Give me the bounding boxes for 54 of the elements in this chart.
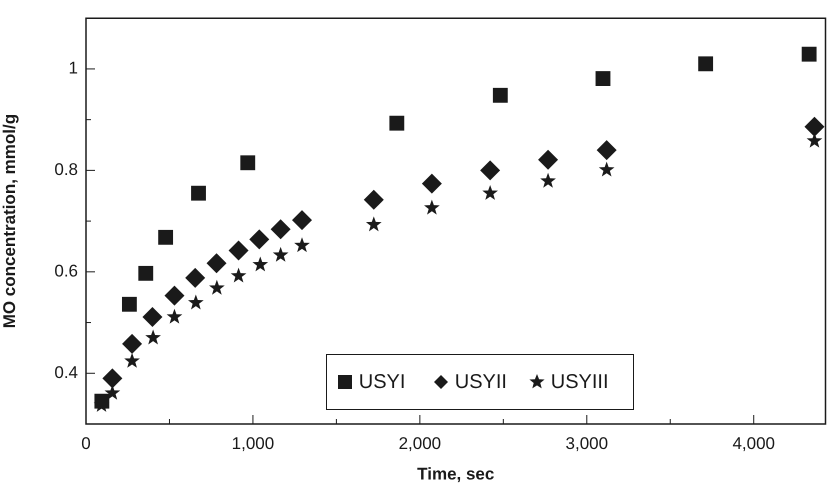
- point: [122, 296, 137, 312]
- point: [249, 229, 270, 250]
- point: [596, 140, 617, 160]
- point: [209, 280, 225, 295]
- point: [122, 334, 142, 354]
- y-tick-label: 0.4: [54, 362, 78, 382]
- y-axis-title: MO concentration, mmol/g: [0, 114, 19, 328]
- point: [598, 162, 614, 177]
- point: [538, 150, 558, 170]
- legend-label: USYI: [358, 370, 406, 394]
- legend-label: USYII: [454, 370, 507, 394]
- point: [480, 160, 500, 180]
- point: [240, 155, 256, 170]
- point: [366, 216, 382, 232]
- point: [272, 246, 288, 262]
- point: [698, 56, 714, 72]
- point: [802, 46, 817, 62]
- x-axis-title: Time, sec: [417, 464, 494, 484]
- point: [185, 268, 206, 288]
- y-tick-label: 1: [68, 58, 78, 78]
- y-tick-label: 0.6: [54, 262, 78, 281]
- point: [596, 71, 610, 86]
- x-tick-label: 1,000: [232, 434, 274, 453]
- point: [492, 88, 508, 103]
- point: [228, 240, 249, 261]
- point: [142, 306, 162, 327]
- x-tick-label: 2,000: [398, 434, 442, 453]
- point: [252, 256, 268, 272]
- point: [191, 186, 206, 201]
- point: [292, 210, 312, 230]
- point: [166, 308, 182, 324]
- x-tick-label: 4,000: [732, 434, 775, 453]
- point: [270, 219, 291, 240]
- y-tick-label: 0.8: [54, 160, 78, 180]
- point: [482, 184, 498, 200]
- point: [145, 330, 161, 344]
- legend-label: USYIII: [550, 370, 609, 394]
- point: [540, 172, 556, 188]
- point: [424, 200, 440, 215]
- point: [422, 174, 442, 194]
- point: [188, 294, 204, 310]
- point: [164, 286, 184, 306]
- point: [138, 266, 154, 281]
- point: [206, 253, 227, 274]
- x-tick-label: 3,000: [566, 434, 608, 453]
- x-tick-label: 0: [81, 434, 91, 453]
- point: [389, 116, 404, 131]
- point: [102, 368, 122, 388]
- point: [804, 116, 824, 137]
- point: [158, 230, 174, 245]
- point: [294, 237, 310, 252]
- point: [364, 190, 384, 210]
- point: [230, 268, 246, 283]
- point: [124, 352, 140, 368]
